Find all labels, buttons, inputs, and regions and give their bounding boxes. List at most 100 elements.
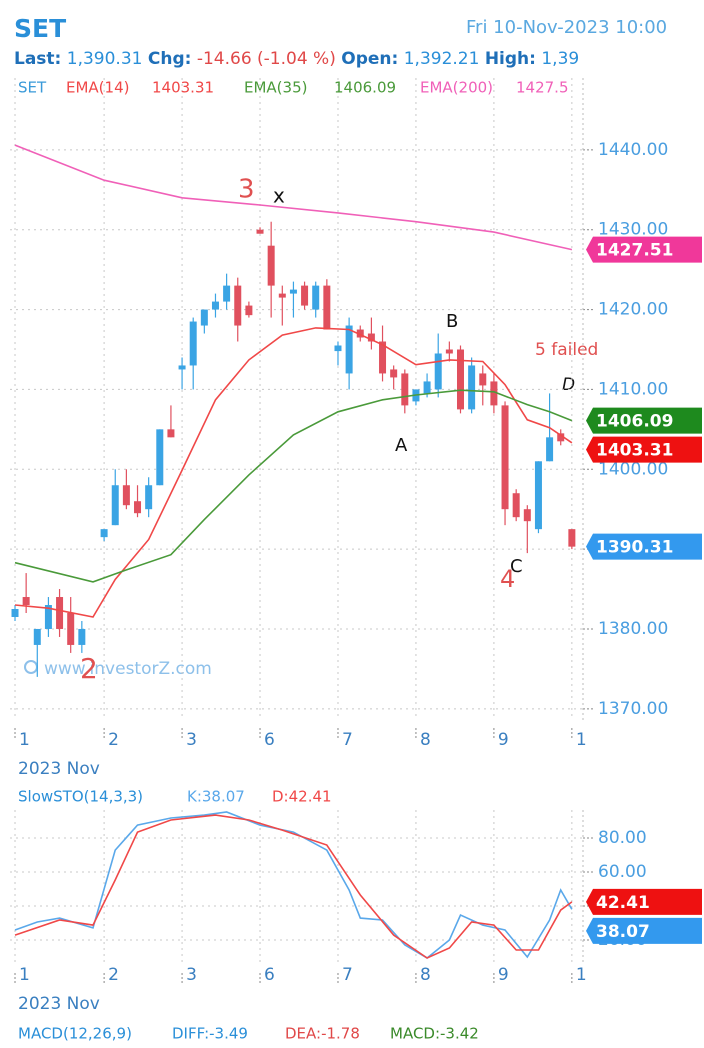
chg-value: -14.66 (-1.04 %) (197, 49, 336, 69)
candle-body (267, 245, 275, 286)
candle-body (546, 437, 554, 462)
legend-entry: 1406.09 (334, 79, 396, 97)
callout-label: 1403.31 (596, 441, 673, 461)
candle-body (490, 381, 498, 406)
candle-body (367, 333, 375, 342)
open-value: 1,392.21 (404, 49, 480, 69)
indicator-line (14, 811, 573, 959)
candle-body (78, 628, 86, 645)
y-tick-label: 1420.00 (598, 300, 668, 320)
candle-body (323, 285, 331, 330)
annotation: A (395, 435, 408, 456)
annotation: 4 (500, 565, 515, 593)
callout-label: 1406.09 (596, 412, 673, 432)
period-label: 2023 Nov (18, 759, 100, 779)
legend-entry: EMA(14) (66, 79, 129, 97)
candle-body (479, 373, 487, 386)
legend-entry: EMA(200) (420, 79, 493, 97)
x-tick-label: 3 (186, 965, 197, 985)
indicator-line (14, 389, 573, 583)
legend-entry: K:38.07 (187, 788, 245, 806)
x-tick-label: 1 (576, 965, 587, 985)
y-tick-label: 1370.00 (598, 699, 668, 719)
candle-body (256, 229, 264, 234)
candle-body (312, 285, 320, 310)
candle-body (445, 349, 453, 354)
annotation: D (562, 375, 575, 395)
candle-body (245, 305, 253, 316)
callout-label: 1427.51 (596, 241, 673, 261)
callout-label: 42.41 (596, 893, 650, 913)
candle-body (301, 285, 309, 306)
annotation: 2 (80, 652, 98, 685)
candle-body (278, 293, 286, 298)
watermark: www.investorZ.com (44, 659, 212, 679)
quote-line: Last: 1,390.31 Chg: -14.66 (-1.04 %) Ope… (14, 49, 579, 69)
candle-body (390, 369, 398, 378)
candle-body (44, 605, 52, 629)
candle-body (122, 485, 130, 506)
macd-name: MACD(12,26,9) (18, 1025, 132, 1043)
open-label: Open: (341, 49, 398, 69)
candle-body (111, 485, 119, 526)
datetime: Fri 10-Nov-2023 10:00 (466, 17, 667, 38)
period-label: 2023 Nov (18, 994, 100, 1014)
macd-diff: DIFF:-3.49 (172, 1025, 248, 1043)
annotation: C (510, 556, 523, 577)
x-tick-label: 6 (264, 965, 275, 985)
candle-body (534, 461, 542, 530)
y-tick-label: 1410.00 (598, 379, 668, 399)
y-tick-label: 80.00 (598, 828, 647, 848)
legend-entry: 1427.5 (516, 79, 569, 97)
x-tick-label: 2 (108, 730, 119, 750)
candle-body (401, 373, 409, 406)
candle-body (223, 285, 231, 302)
candle-body (557, 433, 565, 442)
y-tick-label: 1380.00 (598, 619, 668, 639)
x-tick-label: 7 (342, 965, 353, 985)
x-tick-label: 1 (19, 730, 30, 750)
high-value: 1,39 (541, 49, 579, 69)
candle-body (289, 289, 297, 294)
candle-body (523, 509, 531, 522)
candle-body (167, 429, 175, 438)
price-callout (586, 436, 702, 463)
candle-body (423, 381, 431, 394)
symbol-title: SET (14, 14, 66, 43)
candle-body (67, 613, 75, 645)
indicator-line (14, 144, 573, 251)
candle-body (379, 341, 387, 374)
legend-entry: SlowSTO(14,3,3) (18, 788, 143, 806)
annotation: B (446, 311, 458, 332)
candle-body (100, 529, 108, 538)
candle-body (189, 321, 197, 366)
candle-body (22, 597, 30, 606)
price-callout (586, 236, 702, 263)
legend-entry: D:42.41 (272, 788, 332, 806)
candle-body (56, 597, 64, 629)
macd-dea: DEA:-1.78 (285, 1025, 360, 1043)
y-tick-label: 1430.00 (598, 220, 668, 240)
candle-body (456, 349, 464, 410)
price-callout (586, 888, 702, 915)
candle-body (234, 285, 242, 326)
last-label: Last: (14, 49, 61, 69)
x-tick-label: 3 (186, 730, 197, 750)
candle-body (345, 325, 353, 374)
candle-body (178, 365, 186, 370)
indicator-line (14, 814, 573, 959)
annotation: 3 (238, 175, 255, 205)
callout-label: 1390.31 (596, 538, 673, 558)
x-tick-label: 1 (19, 965, 30, 985)
y-tick-label: 1400.00 (598, 459, 668, 479)
x-tick-label: 1 (576, 730, 587, 750)
y-tick-label: 60.00 (598, 862, 647, 882)
x-tick-label: 2 (108, 965, 119, 985)
candle-body (334, 345, 342, 352)
x-tick-label: 8 (420, 965, 431, 985)
annotation: 5 failed (535, 340, 598, 360)
price-callout (586, 407, 702, 434)
legend-entry: 1403.31 (152, 79, 214, 97)
price-callout (586, 917, 702, 944)
